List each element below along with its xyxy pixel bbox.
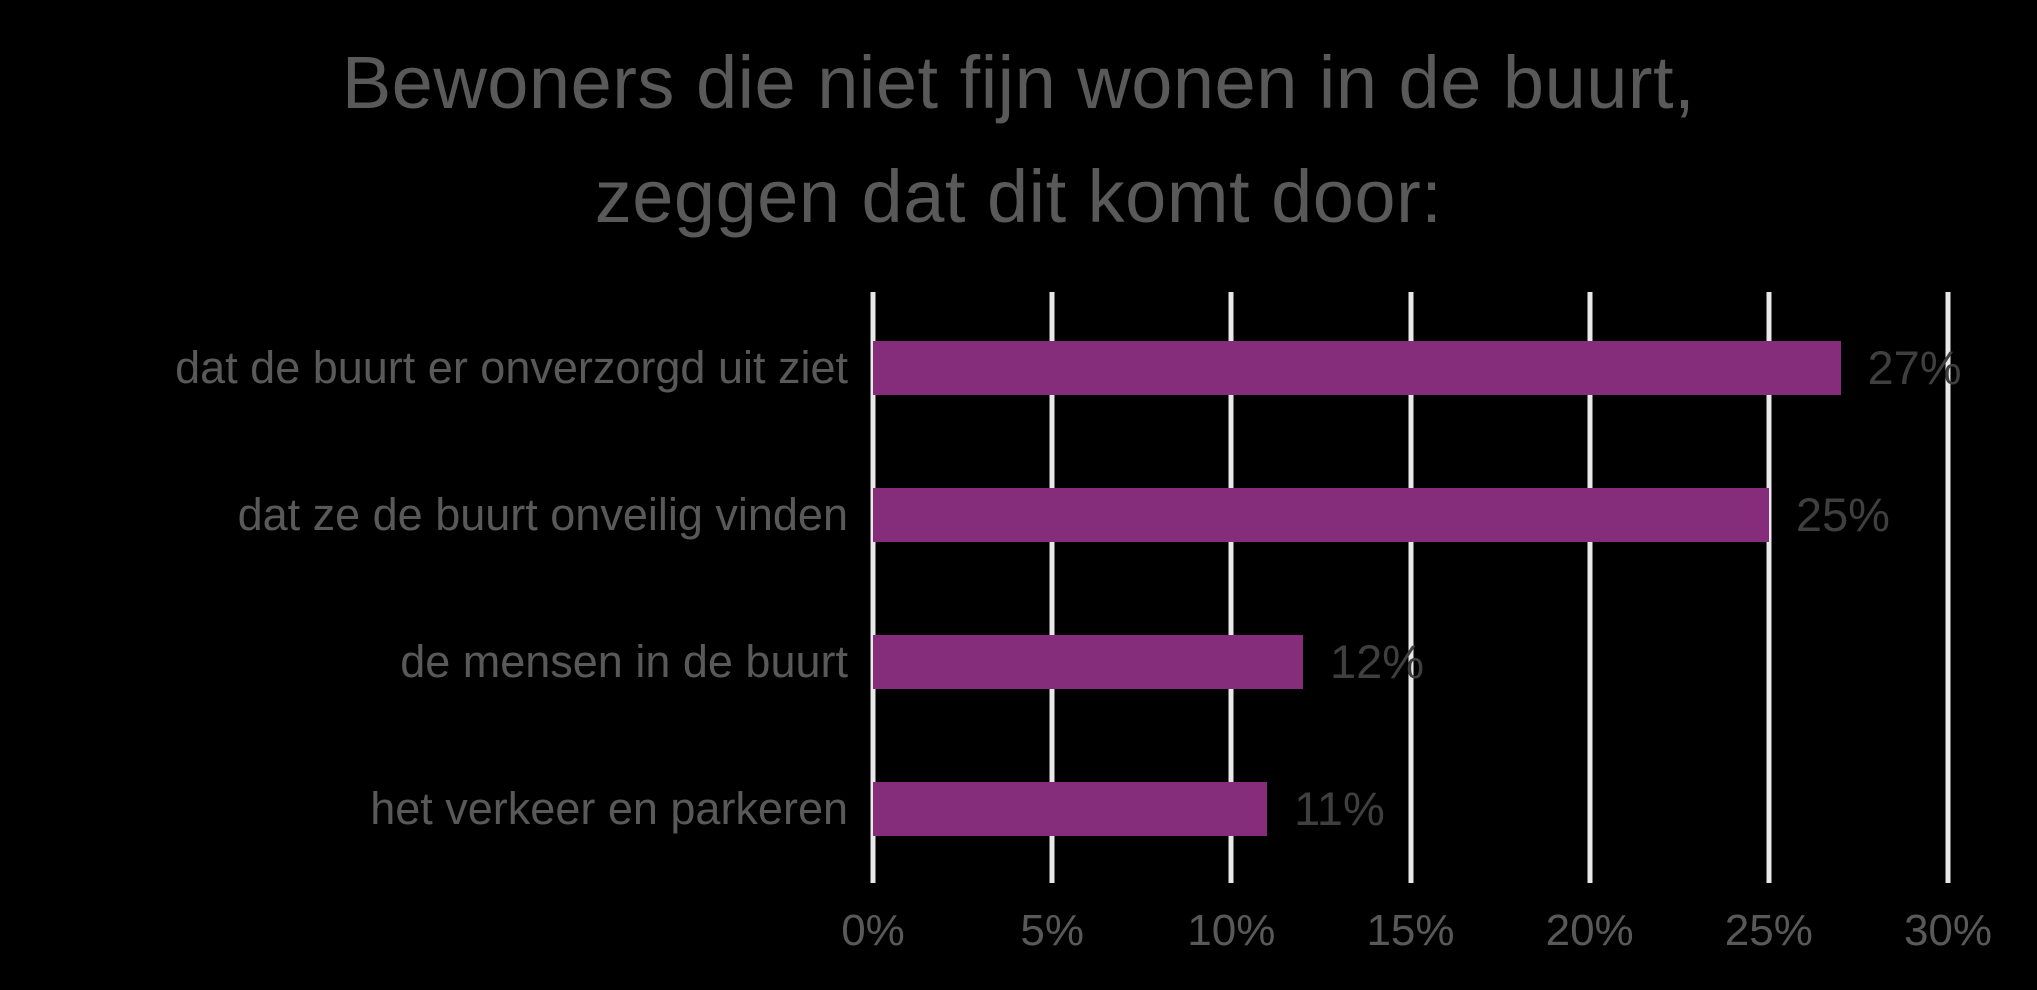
- value-label: 25%: [1795, 488, 1890, 541]
- x-tick-label: 20%: [1545, 906, 1634, 955]
- category-label: dat ze de buurt onveilig vinden: [237, 489, 848, 540]
- gridline-5pct: [1049, 292, 1055, 883]
- x-tick-label: 15%: [1366, 906, 1455, 955]
- gridline-10pct: [1228, 292, 1234, 883]
- category-label: het verkeer en parkeren: [370, 783, 848, 834]
- category-label: dat de buurt er onverzorgd uit ziet: [175, 342, 848, 393]
- bar-row: het verkeer en parkeren 11%: [0, 782, 2037, 836]
- chart-title-line-1: Bewoners die niet fijn wonen in de buurt…: [341, 41, 1696, 124]
- gridline-0pct: [870, 292, 876, 883]
- bar: [873, 635, 1303, 689]
- x-tick-label: 30%: [1903, 906, 1993, 955]
- x-axis: 0% 5% 10% 15% 20% 25% 30%: [841, 903, 1992, 959]
- x-tick-label: 25%: [1724, 906, 1813, 955]
- bar: [873, 488, 1769, 542]
- gridline-20pct: [1587, 292, 1593, 883]
- bar: [873, 341, 1841, 395]
- bar-area: 27%: [873, 341, 1962, 395]
- gridline-30pct: [1945, 292, 1951, 883]
- bar-area: 25%: [873, 488, 1948, 542]
- chart-title-line-2: zeggen dat dit komt door:: [594, 155, 1443, 238]
- bar-row: dat ze de buurt onveilig vinden 25%: [0, 488, 2037, 542]
- category-label: de mensen in de buurt: [400, 636, 848, 687]
- x-tick-label: 5%: [1020, 906, 1084, 955]
- gridline-25pct: [1766, 292, 1772, 883]
- chart-title: Bewoners die niet fijn wonen in de buurt…: [0, 26, 2037, 254]
- bar-row: dat de buurt er onverzorgd uit ziet 27%: [0, 341, 2037, 395]
- x-tick-label: 0%: [841, 906, 905, 955]
- value-label: 27%: [1867, 341, 1962, 394]
- bar-area: 12%: [873, 635, 1948, 689]
- bar-area: 11%: [873, 782, 1948, 836]
- x-tick-label: 10%: [1187, 906, 1276, 955]
- bar: [873, 782, 1268, 836]
- plot-area: [870, 292, 1951, 883]
- value-label: 11%: [1294, 782, 1385, 835]
- value-label: 12%: [1330, 635, 1425, 688]
- gridline-15pct: [1408, 292, 1413, 883]
- bar-row: de mensen in de buurt 12%: [0, 635, 2037, 689]
